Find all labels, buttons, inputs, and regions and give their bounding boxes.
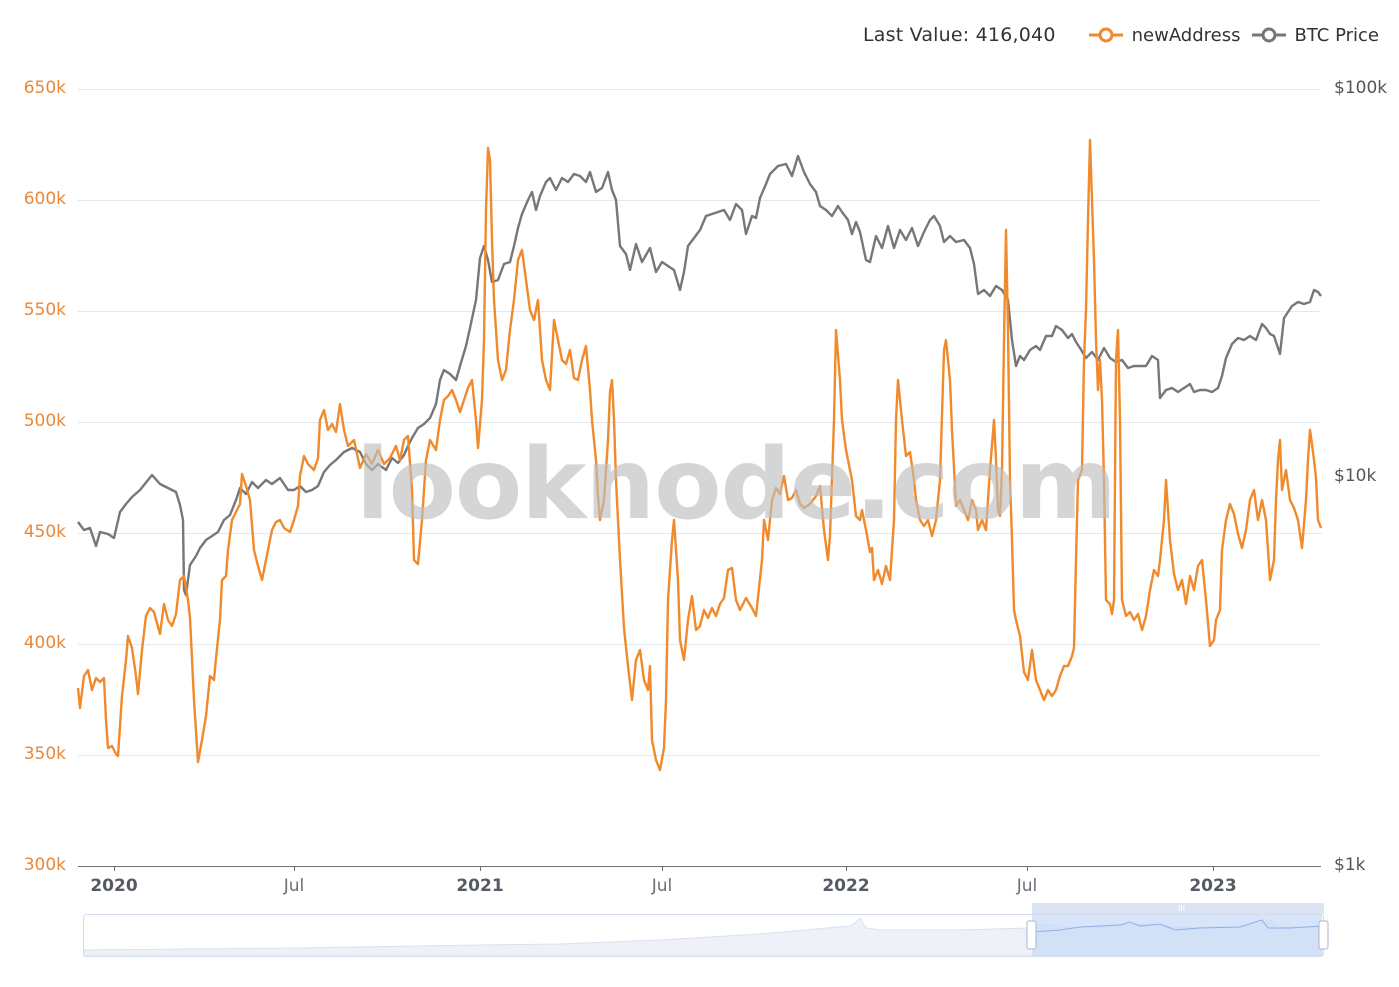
left-axis-tick: 650k bbox=[23, 78, 66, 98]
btc-price-line bbox=[77, 154, 1322, 597]
last-value-label: Last Value: 416,040 bbox=[863, 24, 1056, 46]
x-axis-line bbox=[78, 866, 1321, 871]
left-axis-tick: 550k bbox=[23, 300, 66, 320]
datazoom-move-handle[interactable] bbox=[1032, 903, 1324, 914]
legend-item-newaddress[interactable]: newAddress bbox=[1088, 25, 1241, 46]
circle-line-icon bbox=[1251, 27, 1286, 43]
right-axis-tick: $100k bbox=[1334, 78, 1388, 98]
new-address-line bbox=[76, 138, 1323, 772]
right-axis-tick: $1k bbox=[1334, 855, 1366, 875]
datazoom-left-handle[interactable] bbox=[1026, 920, 1037, 950]
x-axis-tick: 2020 bbox=[90, 876, 138, 896]
left-axis-tick: 350k bbox=[23, 744, 66, 764]
x-axis-tick: Jul bbox=[651, 876, 673, 896]
datazoom-slider[interactable]: III bbox=[83, 903, 1329, 957]
datazoom-right-handle[interactable] bbox=[1318, 920, 1329, 950]
chart-legend: Last Value: 416,040 newAddress BTC Price bbox=[863, 24, 1379, 46]
legend-label: newAddress bbox=[1131, 24, 1241, 46]
x-axis-tick: Jul bbox=[1016, 876, 1038, 896]
left-axis-tick: 450k bbox=[23, 522, 66, 542]
left-axis-tick: 400k bbox=[23, 633, 66, 653]
x-axis-tick: 2021 bbox=[456, 876, 504, 896]
legend-label: BTC Price bbox=[1294, 24, 1380, 46]
left-axis-tick: 500k bbox=[23, 411, 66, 431]
circle-line-icon bbox=[1088, 27, 1123, 43]
left-axis-tick: 300k bbox=[23, 855, 66, 875]
grid-lines bbox=[78, 89, 1321, 756]
right-axis-tick: $10k bbox=[1334, 466, 1377, 486]
x-axis-tick: 2022 bbox=[822, 876, 870, 896]
legend-item-btc-price[interactable]: BTC Price bbox=[1251, 24, 1380, 46]
left-axis-tick: 600k bbox=[23, 189, 66, 209]
svg-text:III: III bbox=[1178, 904, 1185, 913]
datazoom-selected-range[interactable] bbox=[1032, 915, 1322, 956]
x-axis-tick: Jul bbox=[283, 876, 305, 896]
x-axis-tick: 2023 bbox=[1189, 876, 1237, 896]
